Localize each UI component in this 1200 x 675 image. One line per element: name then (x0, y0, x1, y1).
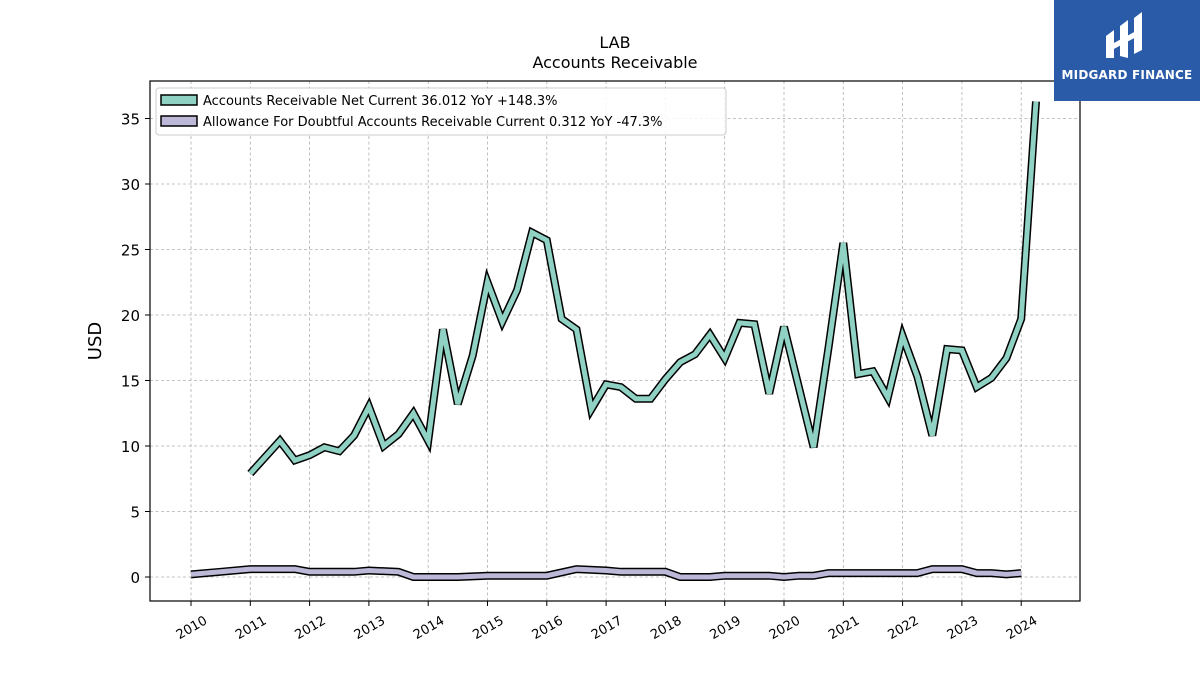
series-1 (190, 565, 1022, 582)
plot-area (150, 81, 1080, 601)
x-tick-label: 2021 (826, 613, 862, 643)
y-tick-label: 30 (121, 176, 140, 194)
series-line (248, 101, 1039, 476)
y-tick-label: 20 (121, 307, 140, 325)
chart-title: LAB (599, 33, 630, 52)
x-tick-label: 2019 (708, 613, 744, 643)
x-tick-label: 2023 (945, 613, 981, 643)
y-tick-label: 10 (121, 438, 140, 456)
x-tick-label: 2010 (174, 613, 210, 643)
legend-label: Accounts Receivable Net Current 36.012 Y… (203, 94, 558, 109)
y-tick-label: 25 (121, 242, 140, 260)
y-tick-label: 5 (130, 504, 140, 522)
series-0 (247, 101, 1040, 477)
x-tick-label: 2015 (470, 613, 506, 643)
x-tick-label: 2012 (292, 613, 328, 643)
x-tick-label: 2020 (767, 613, 803, 643)
legend-swatch (160, 115, 198, 127)
x-tick-label: 2022 (885, 613, 921, 643)
legend: Accounts Receivable Net Current 36.012 Y… (155, 87, 727, 136)
series-line (190, 566, 1022, 580)
x-tick-label: 2017 (589, 613, 625, 643)
y-tick-label: 35 (121, 111, 140, 129)
legend-swatch (160, 94, 198, 106)
brand-logo: MIDGARD FINANCE (1054, 0, 1200, 101)
y-tick-label: 0 (130, 569, 140, 587)
brand-name: MIDGARD FINANCE (1061, 68, 1193, 82)
x-tick-label: 2016 (530, 613, 566, 643)
axes-frame (149, 80, 1081, 602)
x-tick-label: 2014 (411, 613, 447, 643)
x-tick-label: 2018 (648, 613, 684, 643)
legend-label: Allowance For Doubtful Accounts Receivab… (203, 115, 663, 130)
chart-subtitle: Accounts Receivable (532, 53, 697, 72)
y-tick-label: 15 (121, 373, 140, 391)
legend-box (155, 87, 727, 136)
y-axis-label: USD (85, 322, 106, 360)
midgard-mark-icon (1106, 12, 1142, 58)
x-tick-label: 2013 (352, 613, 388, 643)
x-tick-label: 2011 (233, 613, 269, 643)
x-tick-label: 2024 (1004, 613, 1040, 643)
